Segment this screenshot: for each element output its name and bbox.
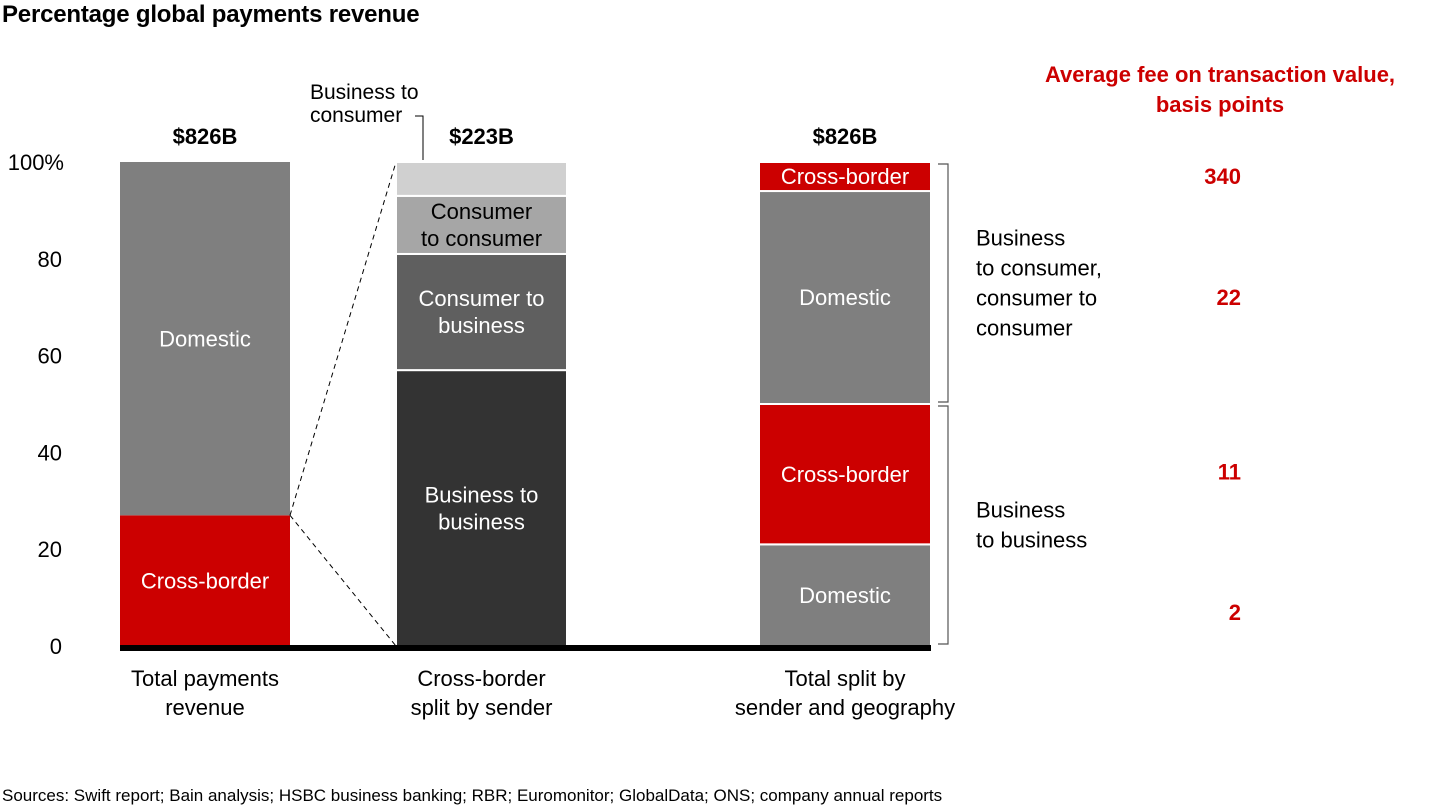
y-tick-label: 40 — [38, 440, 62, 465]
segment-label: Consumer to consumer — [421, 199, 542, 251]
bar-total-label: $223B — [449, 124, 514, 149]
x-axis-baseline — [120, 645, 931, 651]
fee-value: 340 — [1204, 164, 1241, 189]
segment-label: Cross-border — [141, 568, 269, 593]
y-tick-label: 20 — [38, 537, 62, 562]
bar-segment — [395, 252, 568, 372]
segment-label: Cross-border — [781, 164, 909, 189]
category-label: Cross-border split by sender — [411, 666, 553, 720]
bar-segment — [395, 161, 568, 197]
source-note: Sources: Swift report; Bain analysis; HS… — [2, 786, 943, 805]
bar-segment — [395, 369, 568, 647]
fee-value: 11 — [1218, 459, 1241, 484]
y-tick-label: 60 — [38, 344, 62, 369]
segment-label: Domestic — [159, 326, 251, 351]
chart-title: Percentage global payments revenue — [2, 1, 420, 28]
bar-total-label: $826B — [813, 124, 878, 149]
callout-leader — [415, 115, 424, 160]
bracket-label: Business to business — [976, 498, 1087, 553]
fee-value: 2 — [1229, 600, 1241, 625]
y-tick-label: 80 — [38, 247, 62, 272]
y-tick-label: 100% — [8, 150, 64, 175]
bracket — [938, 405, 949, 645]
fee-header: Average fee on transaction value, basis p… — [1045, 62, 1395, 117]
fee-value: 22 — [1217, 285, 1241, 310]
bar-segment — [120, 162, 290, 516]
y-tick-label: 0 — [50, 634, 62, 659]
segment-label: Domestic — [799, 285, 891, 310]
connector-dash-top — [289, 161, 397, 516]
bar-segment — [758, 161, 932, 193]
bar-total-label: $826B — [173, 124, 238, 149]
bar-segment — [758, 190, 932, 405]
bar-segment — [758, 543, 932, 647]
category-label: Total payments revenue — [131, 666, 279, 720]
callout-label: Business to consumer — [310, 81, 419, 127]
payments-revenue-chart: 0 20 40 60 80 100% Cross-border Domestic $826B To… — [8, 62, 1395, 720]
connector-dash-bottom — [289, 515, 397, 647]
bracket-label: Business to consumer, consumer to consumer — [976, 226, 1102, 341]
bar-segment — [758, 403, 932, 546]
category-label: Total split by sender and geography — [735, 666, 955, 720]
bar-segment — [120, 515, 290, 646]
bracket — [938, 163, 949, 403]
segment-label: Domestic — [799, 583, 891, 608]
segment-label: Cross-border — [781, 462, 909, 487]
segment-label: Business to business — [425, 482, 539, 534]
segment-label: Consumer to business — [419, 286, 545, 338]
